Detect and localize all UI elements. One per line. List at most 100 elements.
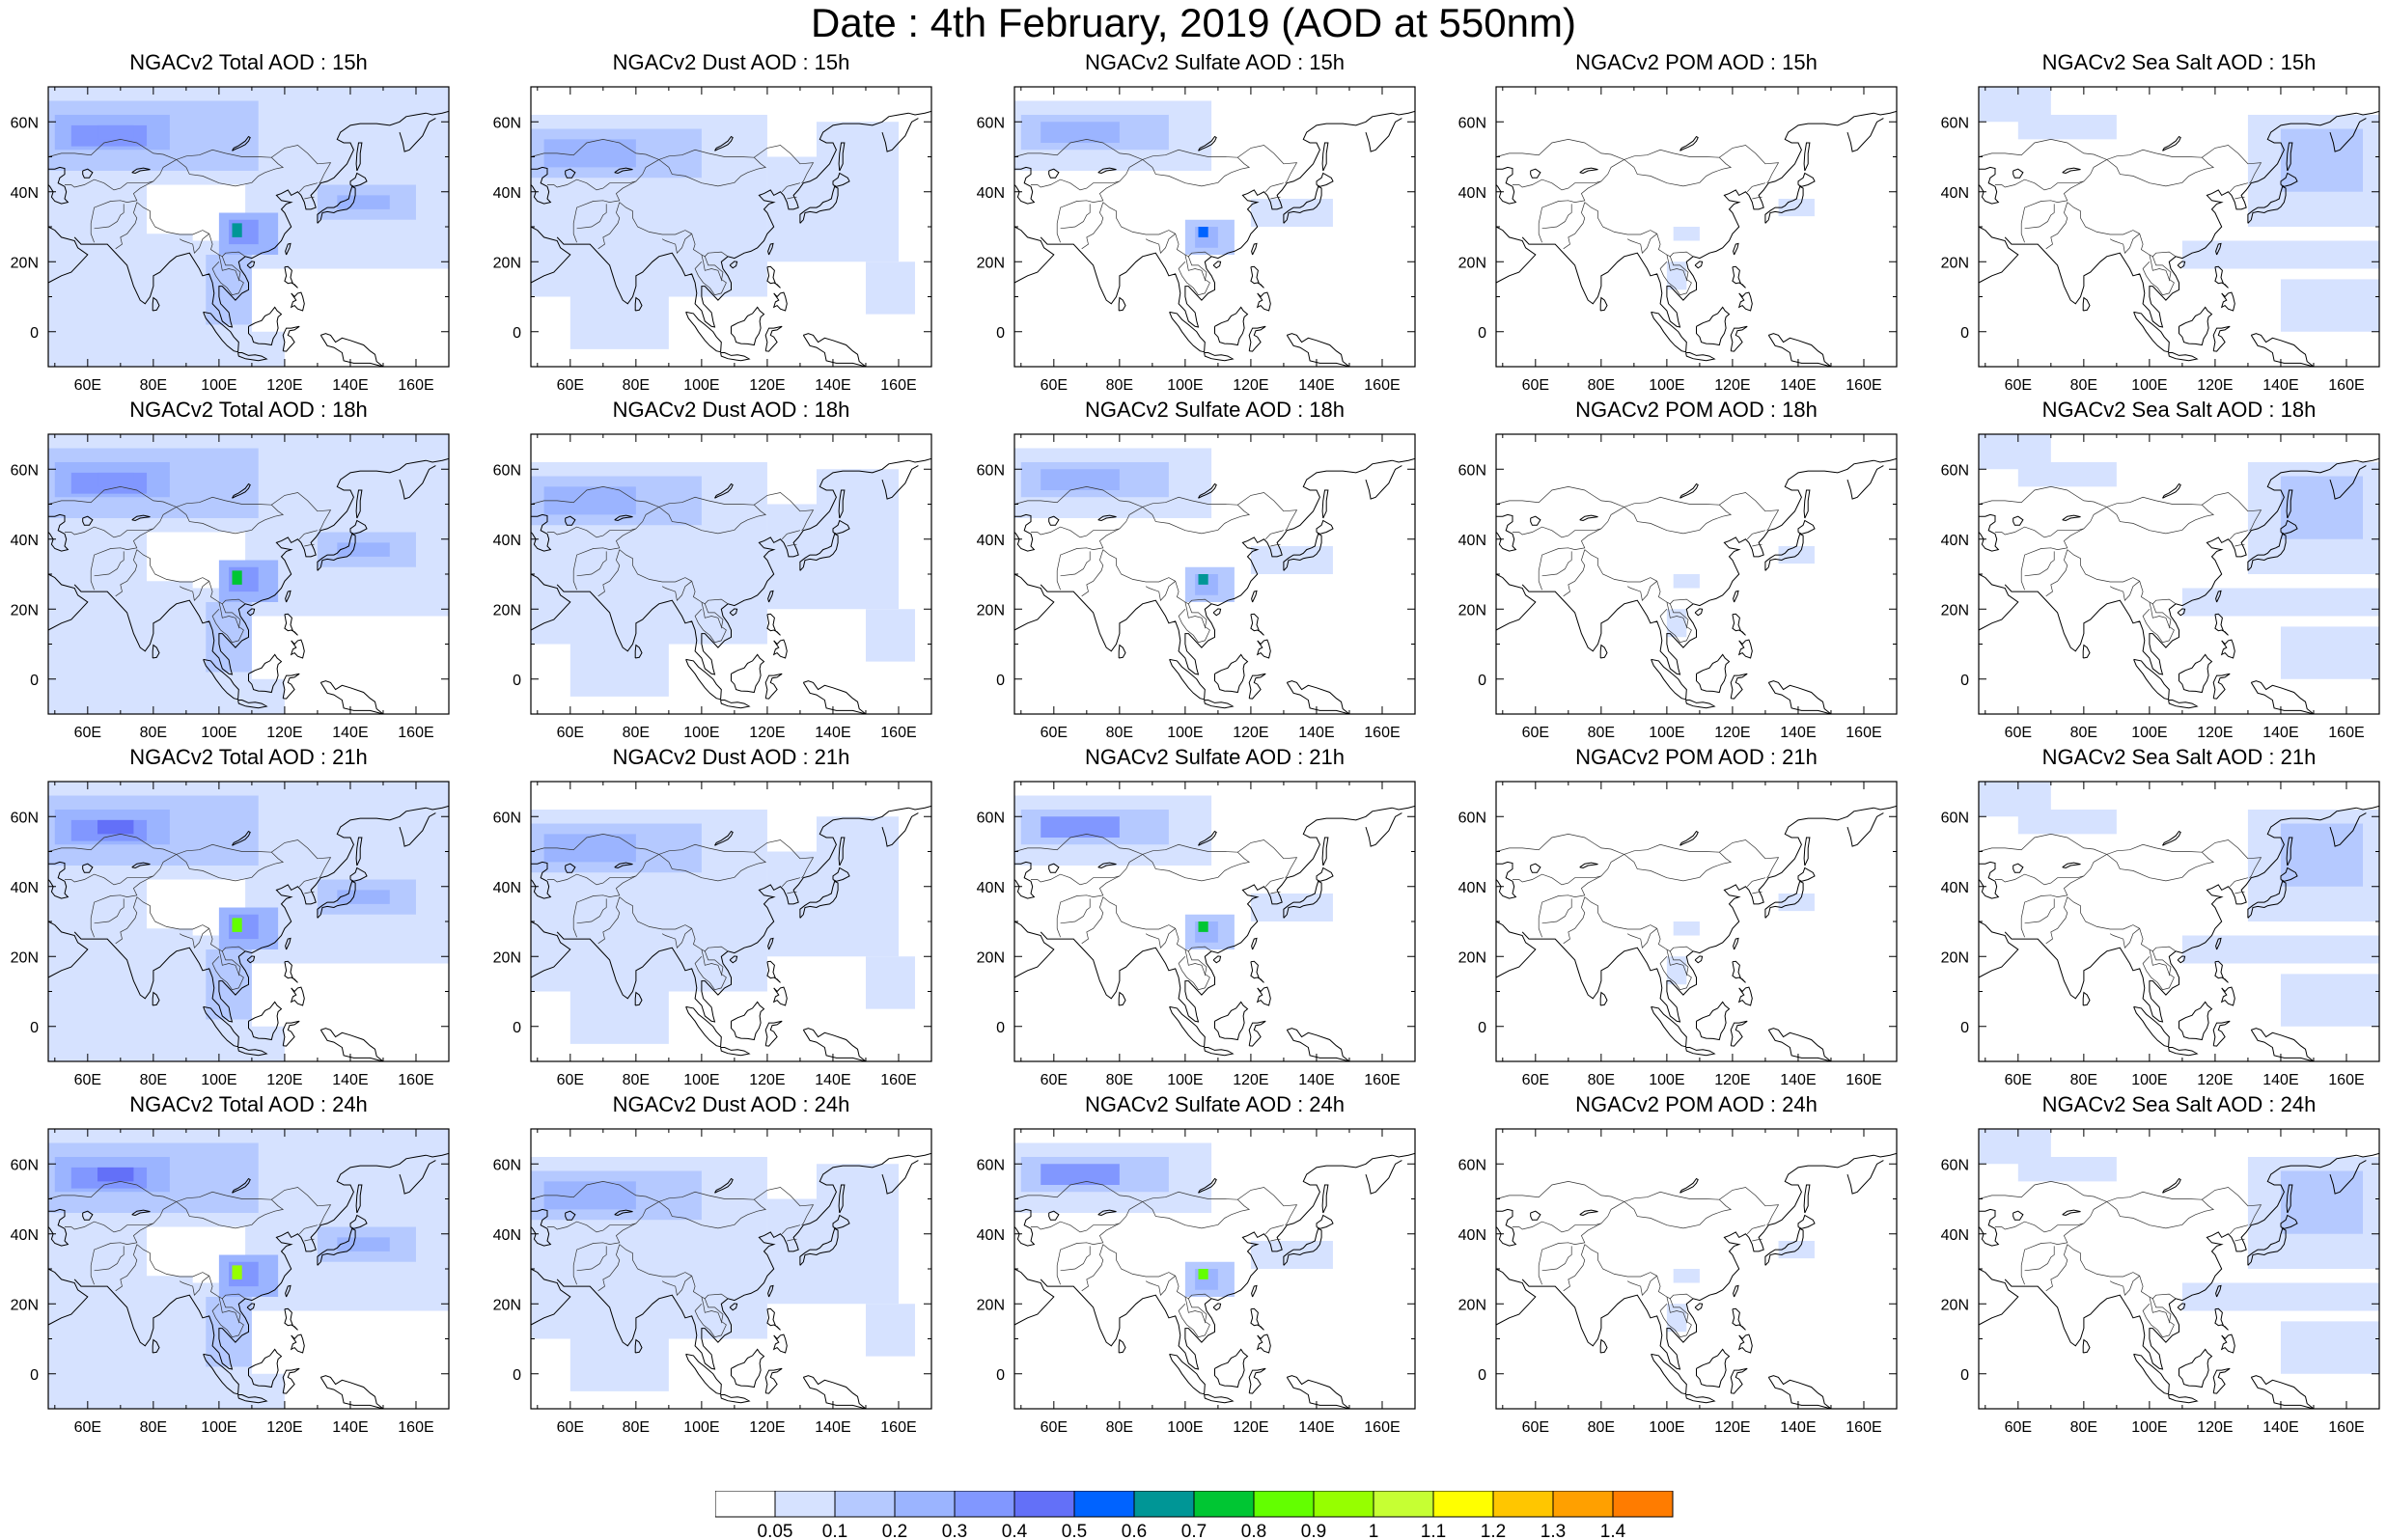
lat-tick-label: 60N: [11, 115, 39, 131]
country-border: [781, 1224, 800, 1235]
aod-field: [48, 87, 449, 367]
lat-tick-label: 0: [1478, 673, 1486, 689]
colorbar-box: [774, 1491, 836, 1518]
lon-tick-label: 80E: [2070, 725, 2097, 741]
coastline: [1321, 837, 1329, 866]
coastline: [73, 1152, 449, 1370]
map-panel-seasalt-15h: NGACv2 Sea Salt AOD : 15h 60E 80E 100E 120E 1…: [1921, 50, 2387, 405]
coastline: [2212, 1367, 2231, 1394]
panel-title: NGACv2 Sulfate AOD : 18h: [1084, 398, 1346, 422]
country-border: [619, 896, 729, 952]
country-border: [694, 254, 727, 296]
coastline: [2215, 242, 2222, 256]
country-border: [2067, 549, 2177, 605]
map-frame: 60E 80E 100E 120E 140E 160E 0 20N 40N 60N: [11, 86, 450, 394]
lon-tick-label: 80E: [623, 377, 650, 394]
coastline: [285, 1284, 291, 1298]
coastline: [48, 166, 69, 205]
country-border: [694, 949, 727, 991]
colorbar: 0.05 0.1 0.2 0.3 0.4 0.5 0.6 0.7 0.8 0.9 1 1.1 1.2 1.…: [715, 1491, 1674, 1539]
lon-tick-label: 120E: [266, 1419, 302, 1436]
coastline: [764, 325, 783, 352]
coastline: [1198, 1177, 1217, 1194]
coastlines: [1496, 1152, 1897, 1409]
lat-tick-label: 40N: [11, 533, 39, 549]
coastline: [282, 1367, 300, 1394]
coastline: [1979, 573, 2019, 631]
coastline: [531, 513, 552, 552]
coastline: [2062, 862, 2081, 869]
lon-tick-label: 120E: [1714, 1419, 1750, 1436]
country-border: [176, 851, 285, 882]
country-border: [1056, 1201, 1143, 1285]
coastline: [1204, 352, 1235, 362]
map-frame: 60E 80E 100E 120E 140E 160E 0 20N 40N 60N: [977, 433, 1416, 741]
coastline: [1283, 533, 1322, 571]
lat-tick-label: 0: [30, 1367, 39, 1384]
aod-cell: [337, 1237, 390, 1251]
coastline: [832, 519, 850, 535]
coastline: [1679, 830, 1699, 846]
coastline: [2062, 514, 2081, 522]
coastline: [1737, 639, 1753, 659]
coastline: [349, 519, 368, 535]
aod-field: [48, 782, 449, 1061]
coastline: [1846, 118, 1884, 152]
coastline: [2162, 135, 2181, 151]
country-border: [2020, 854, 2107, 938]
coastline: [82, 863, 94, 873]
map-frame: 60E 80E 100E 120E 140E 160E 0 20N 40N 60N: [493, 781, 932, 1088]
lat-tick-label: 0: [996, 1367, 1005, 1384]
panel-title: NGACv2 Sea Salt AOD : 15h: [2041, 50, 2317, 74]
coastline: [1256, 291, 1271, 312]
lon-tick-label: 140E: [815, 377, 850, 394]
lon-tick-label: 100E: [683, 1419, 719, 1436]
coastline: [1014, 1268, 1055, 1326]
country-border: [576, 898, 607, 924]
coastline: [1118, 1338, 1126, 1354]
country-border: [1187, 1298, 1207, 1324]
coastline: [399, 465, 436, 500]
aod-cell: [816, 469, 899, 522]
country-border: [704, 1298, 724, 1324]
country-border: [572, 159, 659, 243]
country-border: [1626, 581, 1657, 601]
lon-tick-label: 60E: [1041, 725, 1068, 741]
country-border: [1102, 1244, 1212, 1300]
coastline: [73, 805, 449, 1023]
lon-tick-label: 100E: [1167, 377, 1203, 394]
country-border: [531, 139, 815, 183]
lon-tick-label: 60E: [1522, 377, 1549, 394]
country-border: [1752, 196, 1762, 200]
country-border: [1031, 179, 1120, 191]
country-border: [2067, 1244, 2177, 1300]
country-border: [1014, 139, 1298, 183]
country-border: [304, 891, 315, 894]
aod-cell: [251, 616, 449, 679]
country-border: [1031, 526, 1120, 538]
country-border: [658, 156, 767, 187]
country-border: [1541, 1246, 1572, 1272]
coastline: [1212, 955, 1222, 964]
coastline: [48, 573, 89, 631]
coastline: [1286, 680, 1350, 714]
country-border: [1541, 204, 1572, 230]
country-border: [787, 891, 797, 894]
coastline: [1256, 639, 1271, 659]
coastline: [2280, 172, 2298, 187]
lon-tick-label: 60E: [1041, 1419, 1068, 1436]
coastline: [1204, 700, 1235, 709]
lon-tick-label: 80E: [2070, 377, 2097, 394]
lon-tick-label: 60E: [2005, 1419, 2032, 1436]
country-border: [136, 549, 246, 605]
coastline: [1651, 1005, 1687, 1048]
country-border: [298, 877, 318, 888]
coastline: [2082, 991, 2091, 1006]
coastline: [1803, 142, 1811, 172]
coastline: [531, 1208, 552, 1247]
lat-tick-label: 20N: [1941, 602, 1969, 619]
coastline: [1732, 1307, 1746, 1331]
lon-tick-label: 100E: [2131, 725, 2167, 741]
lat-tick-label: 60N: [1458, 462, 1486, 479]
country-border: [531, 834, 815, 878]
